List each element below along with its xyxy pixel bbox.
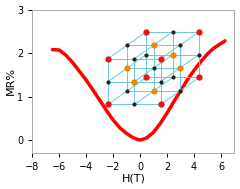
X-axis label: H(T): H(T) <box>121 174 145 184</box>
Y-axis label: MR%: MR% <box>6 67 16 95</box>
